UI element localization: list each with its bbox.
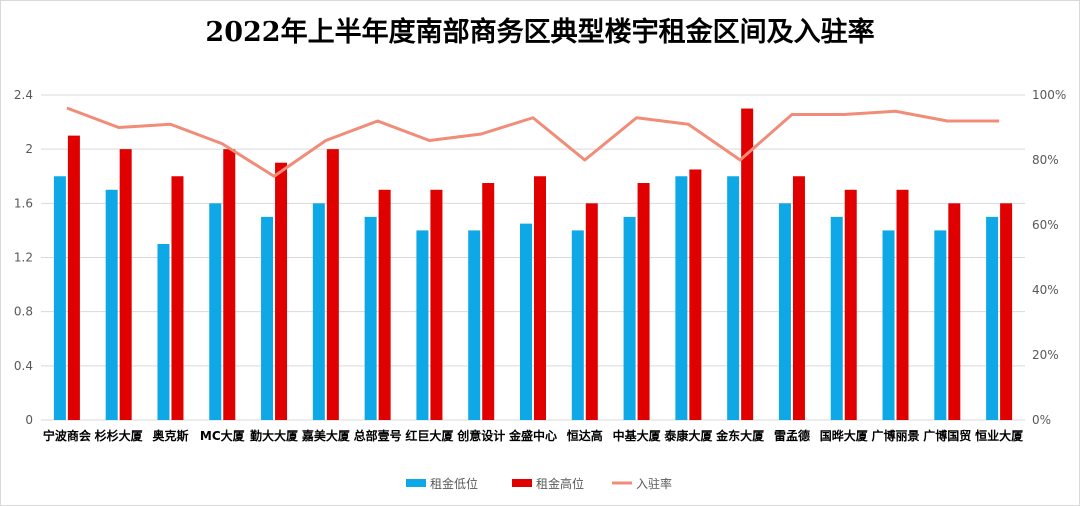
x-category-label: 奥克斯 [152, 428, 188, 443]
bar-rent-high [534, 176, 546, 420]
bar-rent-low [934, 230, 947, 420]
legend-label: 入驻率 [636, 476, 672, 491]
bar-rent-high [119, 149, 132, 420]
y-left-tick-label: 1.2 [14, 251, 33, 265]
x-category-label: 总部壹号 [354, 428, 402, 443]
legend-label: 租金低位 [430, 476, 478, 491]
bar-rent-high [792, 176, 805, 420]
bar-rent-low [157, 243, 170, 420]
y-left-tick-label: 2.4 [14, 88, 33, 102]
bar-rent-high [948, 203, 961, 420]
bar-rent-low [312, 203, 325, 420]
bar-rent-low [261, 216, 274, 420]
bar-rent-low [571, 230, 584, 420]
y-left-tick-label: 2 [25, 142, 33, 156]
bar-rent-low [830, 216, 843, 420]
y-right-tick-label: 0% [1032, 413, 1051, 427]
bar-rent-low [778, 203, 791, 420]
bar-rent-low [882, 230, 895, 420]
x-category-label: 金盛中心 [508, 428, 557, 443]
x-category-label: 创意设计 [456, 428, 505, 443]
bar-rent-low [623, 216, 636, 420]
bar-rent-high [275, 162, 288, 421]
bar-rent-high [637, 183, 650, 420]
x-category-label: 国晔大厦 [820, 428, 869, 443]
y-left-tick-label: 0.4 [14, 359, 33, 373]
y-left-tick-label: 0.8 [14, 305, 33, 319]
bar-rent-high [223, 149, 236, 420]
legend-swatch-1 [512, 479, 532, 487]
y-right-tick-label: 100% [1032, 88, 1066, 102]
bar-rent-high [482, 183, 495, 420]
x-category-label: 泰康大厦 [663, 428, 713, 443]
bar-rent-high [585, 203, 598, 420]
x-category-label: 雷孟德 [774, 428, 810, 443]
bar-rent-low [986, 216, 999, 420]
bar-rent-high [171, 176, 184, 420]
bar-rent-high [326, 149, 339, 420]
legend-label: 租金高位 [536, 476, 584, 491]
x-category-label: 广博国贸 [923, 428, 971, 443]
x-category-label: 恒达高 [567, 428, 603, 443]
x-category-label: 恒业大厦 [975, 428, 1024, 443]
x-category-label: 勤大大厦 [250, 428, 299, 443]
y-right-tick-label: 20% [1032, 348, 1059, 362]
chart-title: 2022年上半年度南部商务区典型楼宇租金区间及入驻率 [205, 17, 875, 48]
bar-rent-low [209, 203, 222, 420]
bar-rent-low [416, 230, 429, 420]
x-category-label: 中基大厦 [613, 428, 662, 443]
x-category-label: 宁波商会 [43, 428, 92, 443]
y-right-tick-label: 40% [1032, 283, 1059, 297]
x-category-label: 金东大厦 [715, 428, 765, 443]
line-occupancy-rate [66, 106, 1000, 178]
bar-rent-low [468, 230, 481, 420]
x-category-label: 红巨大厦 [405, 428, 454, 443]
bar-rent-high [430, 189, 443, 420]
bar-rent-low [364, 216, 377, 420]
bar-rent-high [67, 135, 80, 420]
y-left-tick-label: 1.6 [14, 196, 33, 210]
x-category-label: 广博丽景 [872, 428, 920, 443]
bar-rent-low [53, 176, 66, 420]
bar-rent-low [105, 189, 118, 420]
bar-rent-high [844, 189, 857, 420]
bar-rent-high [1000, 203, 1013, 420]
y-right-tick-label: 60% [1032, 218, 1059, 232]
y-right-tick-label: 80% [1032, 153, 1059, 167]
y-left-tick-label: 0 [25, 413, 33, 427]
bar-rent-high [741, 108, 754, 421]
x-category-label: MC大厦 [200, 428, 246, 443]
legend-swatch-0 [406, 479, 426, 487]
x-category-label: 嘉美大厦 [301, 428, 351, 443]
bar-rent-low [675, 176, 688, 420]
bar-rent-high [689, 169, 702, 420]
bar-rent-low [520, 223, 532, 420]
x-category-label: 杉杉大厦 [95, 428, 144, 443]
bar-rent-high [896, 189, 909, 420]
bar-rent-high [378, 189, 391, 420]
bar-rent-low [727, 176, 740, 420]
